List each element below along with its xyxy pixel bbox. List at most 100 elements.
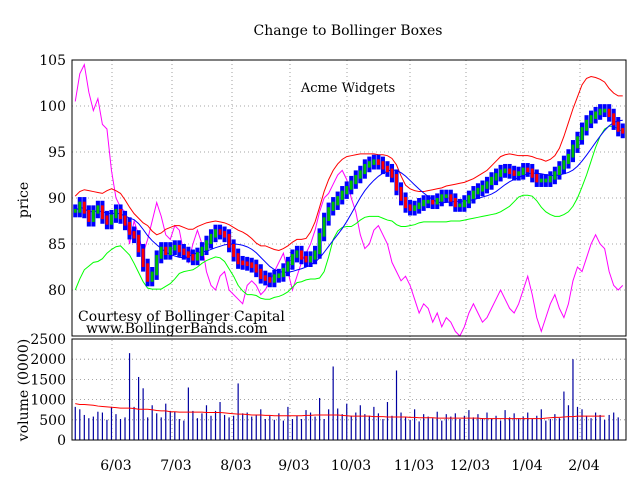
- credit-line-2: www.BollingerBands.com: [86, 321, 268, 337]
- price-box-body: [200, 246, 204, 256]
- volume-tick-label: 2000: [30, 352, 66, 368]
- price-box-body: [521, 167, 525, 175]
- price-box-body: [594, 111, 598, 119]
- price-box-body: [562, 160, 566, 170]
- price-box-body: [250, 262, 254, 268]
- price-box-body: [458, 203, 462, 208]
- price-box-body: [205, 240, 208, 251]
- price-box-body: [431, 199, 435, 205]
- price-box-body: [309, 255, 312, 263]
- indicator-line: [74, 62, 624, 337]
- price-box-body: [327, 207, 331, 221]
- price-box-body: [177, 244, 181, 253]
- month-tick-label: 6/03: [100, 458, 131, 474]
- price-box-body: [100, 205, 104, 220]
- price-box-body: [241, 260, 245, 266]
- price-box-body: [530, 168, 534, 178]
- price-box-body: [268, 277, 272, 283]
- price-box-body: [440, 194, 444, 202]
- price-box-body: [304, 255, 308, 263]
- month-tick-label: 7/03: [160, 458, 191, 474]
- price-box-body: [503, 168, 507, 174]
- price-tick-label: 105: [39, 53, 66, 69]
- price-box-body: [123, 215, 127, 226]
- chart-subtitle: Acme Widgets: [300, 81, 395, 96]
- price-box-body: [254, 264, 258, 273]
- price-box-body: [435, 198, 439, 205]
- price-box-body: [263, 275, 267, 281]
- price-box-body: [227, 233, 231, 248]
- price-panel-frame: [71, 59, 627, 337]
- price-box-body: [607, 108, 611, 118]
- price-box-body: [589, 115, 593, 124]
- price-box-body: [580, 127, 584, 141]
- price-box-body: [82, 201, 86, 214]
- price-box-body: [476, 187, 480, 195]
- price-tick-label: 80: [48, 283, 66, 299]
- middle-band-line: [74, 119, 623, 273]
- price-tick-label: 90: [48, 191, 66, 207]
- price-box-body: [404, 197, 407, 209]
- price-box-body: [349, 180, 353, 190]
- price-box-body: [539, 178, 543, 183]
- price-box-body: [444, 194, 448, 198]
- price-box-body: [367, 161, 371, 168]
- price-box-body: [544, 178, 548, 183]
- price-box-body: [132, 231, 136, 239]
- price-box-body: [173, 244, 177, 251]
- price-box-body: [399, 186, 403, 201]
- price-box-body: [78, 201, 82, 213]
- month-tick-label: 9/03: [278, 458, 309, 474]
- price-box-body: [557, 165, 561, 175]
- price-box-body: [91, 209, 95, 222]
- price-box-body: [286, 261, 290, 272]
- price-box-body: [168, 246, 172, 256]
- price-box-body: [110, 214, 113, 225]
- price-box-body: [376, 159, 380, 165]
- price-box-body: [585, 119, 588, 131]
- price-box-body: [159, 246, 163, 259]
- price-box-body: [259, 268, 263, 279]
- price-box-body: [245, 261, 249, 267]
- price-box-body: [567, 153, 570, 164]
- price-box-body: [119, 209, 122, 220]
- volume-tick-label: 500: [39, 413, 66, 429]
- price-box-body: [318, 232, 322, 255]
- price-box-body: [548, 175, 552, 183]
- price-box-body: [372, 159, 376, 165]
- price-box-body: [485, 181, 489, 189]
- price-box-body: [137, 234, 141, 253]
- price-box-body: [358, 170, 362, 179]
- month-tick-label: 10/03: [331, 458, 371, 474]
- price-tick-label: 100: [39, 99, 66, 115]
- price-box-body: [512, 170, 516, 176]
- price-box-body: [422, 199, 426, 207]
- price-box-body: [223, 231, 227, 238]
- price-box-body: [96, 205, 100, 214]
- price-box-body: [603, 108, 607, 113]
- price-box-body: [141, 248, 145, 267]
- price-box-body: [155, 255, 159, 276]
- price-box-body: [417, 202, 421, 210]
- price-box-body: [164, 246, 168, 256]
- price-box-body: [354, 175, 358, 185]
- price-box-body: [182, 248, 186, 256]
- price-box-body: [218, 229, 222, 235]
- price-box-body: [214, 229, 217, 238]
- month-tick-label: 1/04: [511, 458, 543, 474]
- plot-layer: 80 85 90 95 100 105 0 500 1000 1500 2000 2500 6/03 7/…: [30, 53, 627, 474]
- price-box-body: [209, 233, 213, 244]
- price-box-body: [453, 198, 457, 208]
- price-box-body: [232, 244, 236, 257]
- price-box-body: [291, 254, 294, 266]
- volume-panel-frame: [71, 338, 627, 441]
- price-tick-label: 85: [48, 237, 66, 253]
- price-box-body: [114, 209, 118, 219]
- price-box-body: [300, 250, 303, 260]
- price-box-body: [186, 251, 190, 258]
- price-box-body: [571, 144, 575, 158]
- price-box-body: [272, 274, 276, 283]
- price-box-body: [295, 250, 299, 258]
- price-box-body: [277, 273, 281, 279]
- price-box-body: [236, 253, 240, 265]
